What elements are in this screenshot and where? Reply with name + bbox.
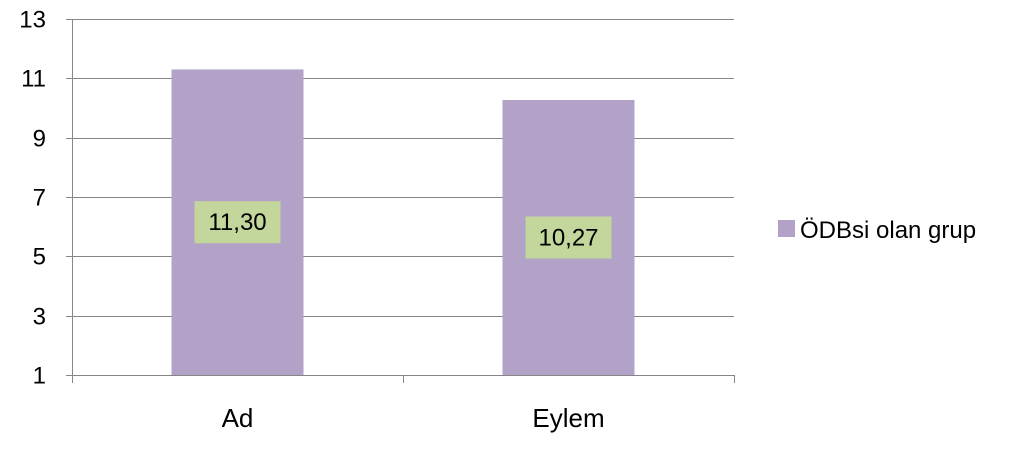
legend-entry-label: ÖDBsi olan grup <box>800 217 976 244</box>
y-tick-label: 13 <box>19 7 46 34</box>
data-label: 10,27 <box>538 224 598 251</box>
x-category-label: Ad <box>222 403 254 433</box>
legend: ÖDBsi olan grup <box>778 217 976 244</box>
y-tick-label: 3 <box>33 304 46 331</box>
data-labels: 11,30 10,27 <box>194 201 612 259</box>
y-tick-label: 1 <box>33 363 46 390</box>
y-tick-label: 7 <box>33 185 46 212</box>
data-label-box <box>525 216 612 259</box>
y-tick-label: 9 <box>33 126 46 153</box>
gridlines <box>72 19 734 317</box>
legend-swatch <box>778 220 795 237</box>
y-tick-label: 5 <box>33 244 46 271</box>
y-tick-label: 11 <box>21 66 46 93</box>
x-category-label: Eylem <box>532 403 604 433</box>
data-label: 11,30 <box>208 209 266 236</box>
data-label-box <box>194 201 281 244</box>
